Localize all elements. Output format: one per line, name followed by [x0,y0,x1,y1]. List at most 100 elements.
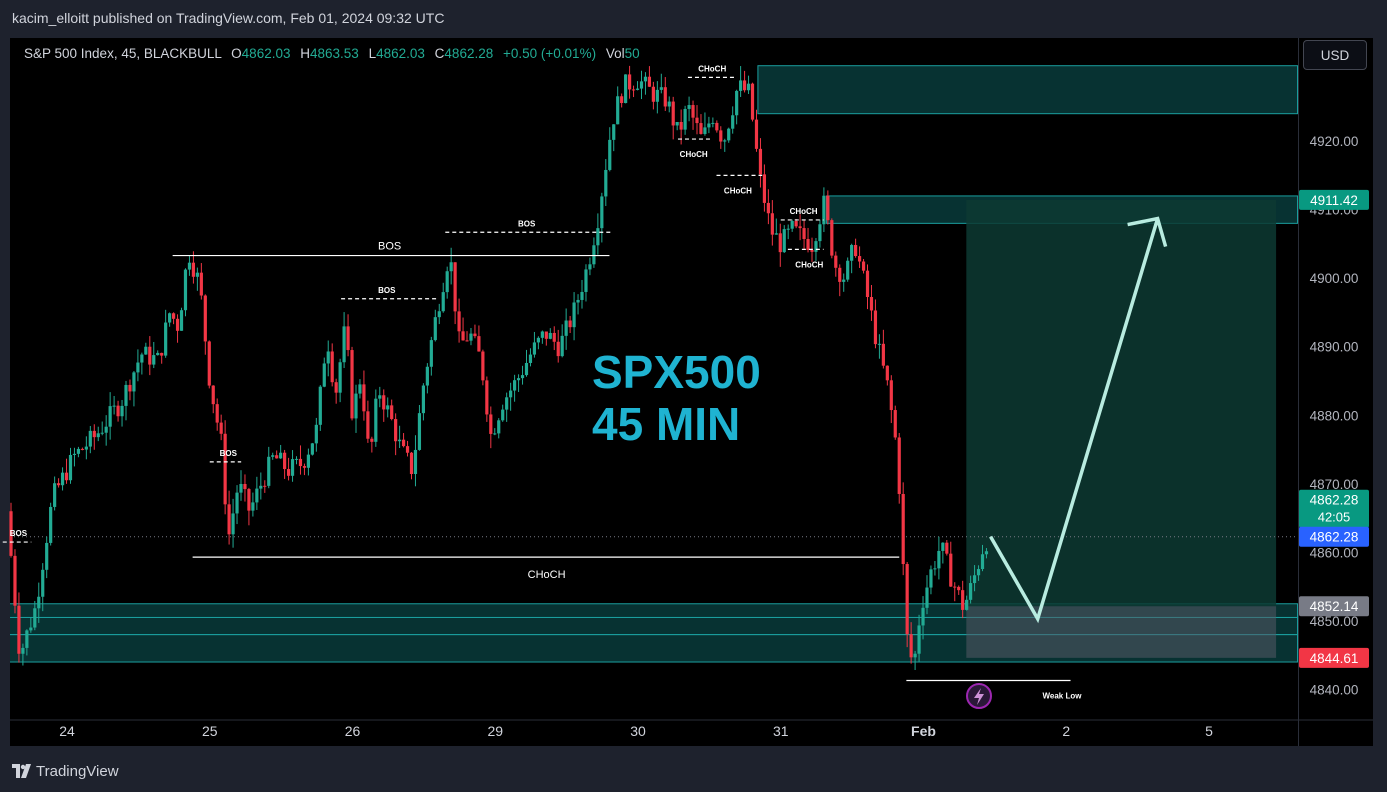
candle-body [905,564,909,635]
candle-body [913,653,917,658]
candle-body [425,366,429,386]
candle-body [298,458,303,467]
candle-body [501,409,505,421]
candle-body [711,122,715,124]
x-tick-label: 24 [59,723,75,739]
candle-body [758,148,763,175]
price-tag [1299,189,1369,210]
candle-body [616,96,620,125]
candle-body [429,340,433,367]
candle-body [489,414,493,434]
candle-body [663,87,667,107]
candle-body [838,267,842,282]
price-tag [1299,526,1369,547]
candle-body [485,380,489,415]
y-tick-label: 4890.00 [1310,340,1359,355]
candle-body [322,363,326,387]
y-tick-label: 4920.00 [1310,134,1359,149]
candle-body [417,413,422,450]
structure-label: CHoCH [680,150,708,159]
candle-body [786,228,790,230]
candle-body [524,362,529,376]
structure-label: CHoCH [528,569,566,581]
chart-title-line-2: 45 MIN [592,398,740,450]
candle-body [909,634,913,658]
volume-value: 50 [624,46,640,61]
candle-body [437,311,441,318]
close-value: 4862.28 [444,46,494,61]
candle-body [893,410,897,438]
currency-button[interactable]: USD [1303,40,1367,70]
candle-body [25,630,29,648]
candle-body [881,343,885,366]
stop-zone [966,606,1277,658]
candle-body [814,241,818,252]
candle-body [624,74,628,104]
candle-body [255,488,259,503]
candle-body [160,352,164,356]
x-tick-label: Feb [911,723,936,739]
y-tick-label: 4900.00 [1310,271,1359,286]
candle-body [850,244,854,261]
candle-body [854,244,858,257]
candle-body [13,555,17,606]
candle-body [897,437,901,494]
candle-body [965,599,969,610]
x-tick-label: 26 [345,723,361,739]
footer: TradingView [12,760,119,782]
candle-body [826,195,830,221]
candle-body [588,264,592,270]
candle-body [818,224,822,242]
candle-body [140,354,144,363]
candle-body [271,455,275,457]
candle-body [259,485,263,489]
candle-body [334,382,338,393]
structure-label: BOS [378,286,396,295]
low-label: L [368,46,377,61]
candle-body [390,405,394,420]
candle-body [223,433,227,505]
candle-body [596,228,600,246]
candle-body [509,390,513,398]
candle-body [314,424,318,444]
candle-body [413,449,418,475]
candle-body [401,439,406,447]
candle-body [949,553,953,587]
candle-body [691,105,695,118]
close-label: C [434,46,445,61]
candle-body [794,221,798,227]
candle-body [263,485,267,487]
candle-body [548,332,552,339]
header-bar: kacim_elloitt published on TradingView.c… [0,0,1387,38]
candle-body [275,455,279,459]
candle-body [877,343,882,345]
candle-body [421,385,425,414]
candle-body [929,569,933,588]
candle-body [921,607,925,626]
candle-body [873,310,878,345]
candle-body [350,350,354,419]
x-tick-label: 29 [487,723,503,739]
candle-body [9,511,13,556]
candle-body [171,313,176,319]
candle-body [342,326,346,363]
volume-label: Vol [605,46,625,61]
candle-body [969,583,973,600]
candle-body [243,483,247,490]
price-tag [1299,596,1369,617]
candle-body [116,405,120,417]
candle-body [219,422,223,434]
candle-body [667,101,671,107]
candle-body [715,122,719,131]
symbol-name[interactable]: S&P 500 Index, 45, BLACKBULL [24,46,222,61]
candle-body [362,384,366,412]
candle-body [834,255,838,268]
candle-body [405,446,410,453]
candle-body [45,542,49,570]
candle-body [544,331,548,339]
candle-body [191,262,196,277]
candle-body [731,115,735,129]
candle-body [842,279,846,282]
candle-body [49,506,53,543]
